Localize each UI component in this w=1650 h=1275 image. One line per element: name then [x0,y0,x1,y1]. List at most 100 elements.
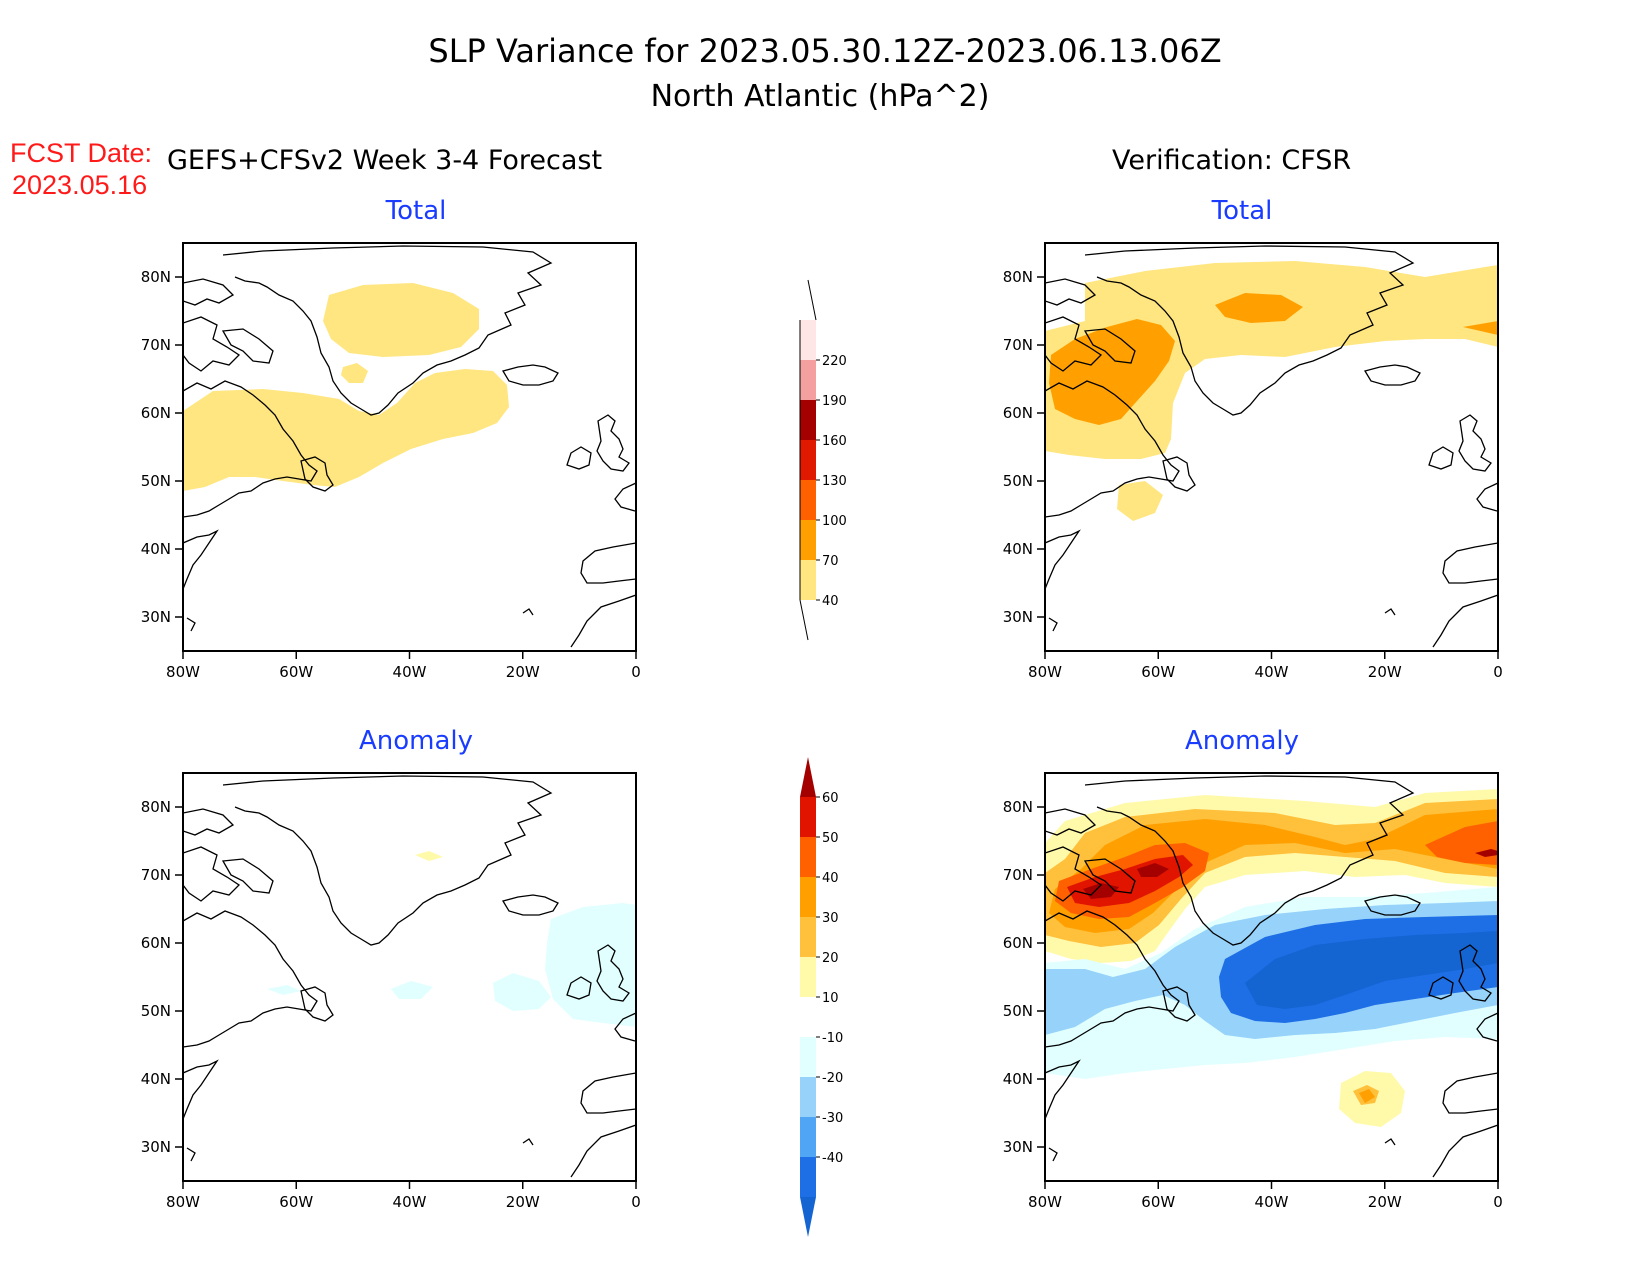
lat-tick-label: 40N [1003,540,1033,558]
lat-tick-label: 30N [1003,1138,1033,1156]
colorbar-total-label: 160 [822,434,847,449]
main-title-line1: SLP Variance for 2023.05.30.12Z-2023.06.… [428,32,1221,70]
lon-tick-label: 0 [1493,1193,1503,1211]
colorbar-total-box [800,480,816,520]
map-verification-total [1044,242,1499,652]
lat-tick-label: 40N [1003,1070,1033,1088]
lat-tick-label: 60N [141,934,171,952]
lat-tick-label: 50N [1003,1002,1033,1020]
colorbar-anomaly-box [800,837,816,877]
forecast-column-title: GEFS+CFSv2 Week 3-4 Forecast [167,145,602,176]
colorbar-total-label: 40 [822,594,839,609]
lon-tick-label: 60W [279,663,313,681]
lon-tick-label: 60W [279,1193,313,1211]
lat-tick-label: 70N [1003,866,1033,884]
colorbar-anomaly-label: -40 [822,1151,843,1166]
axis-labels: 80N 70N 60N 50N 40N 30N 80W 60W 40W 20W 0 80N 70N 60N… [141,268,1503,1211]
colorbar-anomaly-label: -10 [822,1031,843,1046]
lon-tick-label: 60W [1141,663,1175,681]
lon-tick-label: 80W [1028,1193,1062,1211]
lon-tick-label: 20W [1368,663,1402,681]
lat-tick-label: 60N [1003,404,1033,422]
lon-tick-label: 40W [393,663,427,681]
contour-30-verification-anomaly-north [1049,809,1498,933]
panel-title-verification-total: Total [1211,196,1273,226]
lon-tick-label: 0 [631,1193,641,1211]
colorbar-total-label: 100 [822,514,847,529]
colorbar-total-box [800,520,816,560]
lon-tick-label: 40W [1255,1193,1289,1211]
lat-tick-label: 50N [1003,472,1033,490]
contour-neg10-forecast-anomaly-mid2 [391,981,433,999]
lat-tick-label: 40N [141,1070,171,1088]
colorbar-total-box [800,360,816,400]
colorbar-anomaly-box [800,917,816,957]
panel-title-forecast-total: Total [385,196,447,226]
colorbar-total-label: 190 [822,394,847,409]
map-verification-anomaly [1044,772,1499,1182]
fcst-date-value: 2023.05.16 [12,170,147,200]
contour-70-verification-total-west [1049,319,1175,425]
colorbar-total-boxes [799,279,817,641]
colorbar-total-label: 70 [822,554,839,569]
colorbar-anomaly-box [800,997,816,1037]
verification-column-title: Verification: CFSR [1112,145,1351,176]
lat-tick-label: 80N [1003,798,1033,816]
contour-40-forecast-total-small [341,363,368,383]
colorbar-total-tail [799,599,809,641]
lat-tick-label: 60N [1003,934,1033,952]
colorbar-total-box [800,440,816,480]
colorbar-anomaly-label: -20 [822,1071,843,1086]
contour-neg10-forecast-anomaly-mid1 [493,973,551,1011]
colorbar-anomaly-label: -30 [822,1111,843,1126]
lon-tick-label: 80W [166,1193,200,1211]
contour-60-verification-anomaly-east [1475,849,1498,857]
main-title-line2: North Atlantic (hPa^2) [651,79,990,114]
fcst-date-label: FCST Date: [10,138,152,168]
contour-70-verification-total-east [1463,321,1498,335]
colorbar-total-box [800,560,816,600]
colorbar-anomaly-box [800,957,816,997]
lat-tick-label: 40N [141,540,171,558]
lat-tick-label: 70N [141,866,171,884]
lon-tick-label: 0 [1493,663,1503,681]
colorbar-anomaly-box [800,1037,816,1077]
map-forecast-anomaly [182,772,637,1182]
lon-tick-label: 20W [506,1193,540,1211]
lat-tick-label: 70N [1003,336,1033,354]
contour-10-forecast-anomaly-north [415,851,443,861]
colorbar-total-box [800,400,816,440]
colorbar-anomaly-arrow-top [800,757,816,797]
colorbar-anomaly-box [800,1117,816,1157]
lat-tick-label: 50N [141,1002,171,1020]
lat-tick-label: 80N [141,798,171,816]
colorbar-total-box [800,320,816,360]
colorbar-total-label: 220 [822,354,847,369]
contour-neg10-forecast-anomaly-west [267,985,301,995]
colorbar-anomaly-box [800,1157,816,1197]
contour-40-verification-total [1045,261,1498,459]
contour-neg40-verification-anomaly [1245,931,1498,1009]
colorbar-anomaly-label: 10 [822,991,839,1006]
lat-tick-label: 80N [141,268,171,286]
colorbar-anomaly-box [800,877,816,917]
contour-40-forecast-total-north [323,283,479,357]
lon-tick-label: 20W [506,663,540,681]
lon-tick-label: 20W [1368,1193,1402,1211]
lon-tick-label: 60W [1141,1193,1175,1211]
colorbar-anomaly-box [800,1077,816,1117]
colorbar-anomaly-label: 20 [822,951,839,966]
colorbar-total-label: 130 [822,474,847,489]
panel-title-forecast-anomaly: Anomaly [359,726,473,756]
colorbar-anomaly-arrow-bottom [800,1197,816,1237]
lon-tick-label: 0 [631,663,641,681]
contour-neg10-forecast-anomaly-east [545,903,636,1027]
colorbar-anomaly-label: 50 [822,831,839,846]
colorbar-anomaly-label: 60 [822,791,839,806]
lat-tick-label: 70N [141,336,171,354]
colorbar-anomaly: 60 50 40 30 20 10 -10 -20 -30 -40 [800,757,843,1237]
contour-40-verification-total-south [1117,481,1163,521]
colorbar-total-head [807,279,817,321]
lon-tick-label: 40W [1255,663,1289,681]
lat-tick-label: 30N [1003,608,1033,626]
